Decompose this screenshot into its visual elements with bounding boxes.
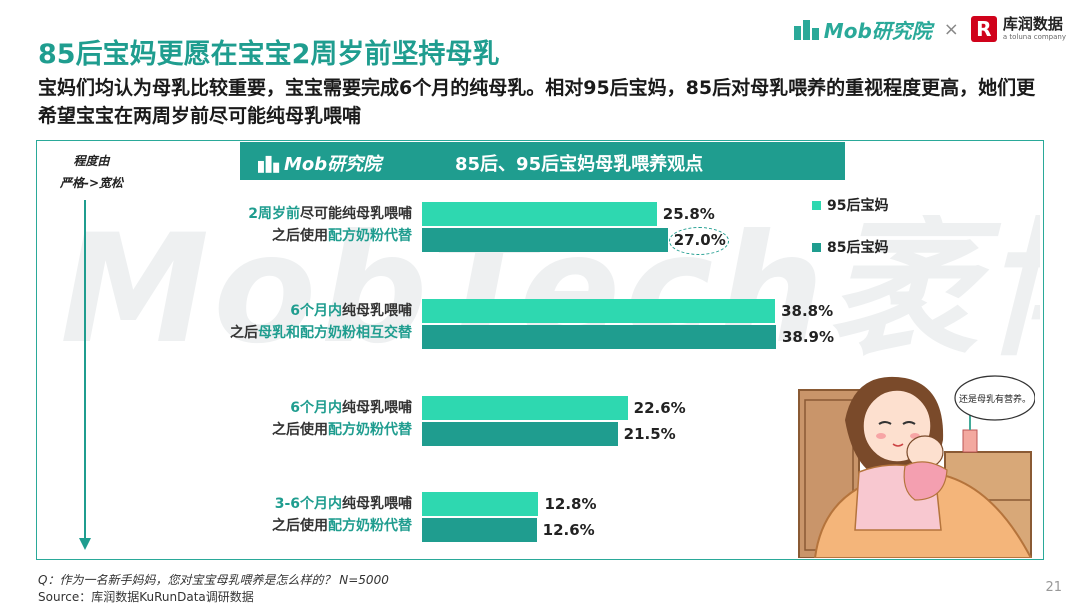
category-label-segment: 尽可能纯母乳喂哺: [300, 206, 412, 222]
category-label: 6个月内纯母乳喂哺 之后母乳和配方奶粉相互交替: [230, 300, 412, 344]
category-label-segment: 配方奶粉代替: [328, 228, 412, 244]
axis-label-line2: 严格->宽松: [60, 176, 124, 190]
header-logos: Mob研究院 × R 库润数据 a toluna company: [793, 12, 1066, 46]
mob-logo: Mob研究院: [793, 15, 932, 44]
bar-95-3: [422, 492, 539, 516]
category-label-line: 之后使用配方奶粉代替: [272, 515, 412, 537]
category-label-segment: 之后使用: [272, 228, 328, 244]
bar-95-1: [422, 299, 776, 323]
bar-value-label: 25.8%: [662, 205, 715, 223]
category-label-segment: 配方奶粉代替: [328, 422, 412, 438]
bar-95-0: [422, 202, 657, 226]
category-label-segment: 6个月内: [290, 400, 342, 416]
category-label-line: 6个月内纯母乳喂哺: [272, 397, 412, 419]
legend: 95后宝妈 85后宝妈: [812, 195, 888, 279]
category-label-line: 2周岁前尽可能纯母乳喂哺: [248, 203, 412, 225]
page-number: 21: [1045, 580, 1062, 595]
category-label-segment: 纯母乳喂哺: [342, 303, 412, 319]
page-title: 85后宝妈更愿在宝宝2周岁前坚持母乳: [38, 39, 500, 70]
bar-95-2: [422, 396, 628, 420]
bar-85-3: [422, 518, 537, 542]
axis-label-line1: 程度由: [73, 154, 110, 168]
kurun-logo: R 库润数据 a toluna company: [970, 15, 1066, 42]
legend-label-95: 95后宝妈: [827, 198, 889, 214]
category-label-line: 之后使用配方奶粉代替: [272, 419, 412, 441]
bar-value-label: 12.8%: [544, 495, 597, 513]
kurun-brand-sub: a toluna company: [1002, 33, 1066, 41]
category-label-line: 6个月内纯母乳喂哺: [230, 300, 412, 322]
bar-85-1: [422, 325, 776, 349]
category-label-line: 之后使用配方奶粉代替: [248, 225, 412, 247]
legend-label-85: 85后宝妈: [827, 240, 889, 256]
category-label: 2周岁前尽可能纯母乳喂哺 之后使用配方奶粉代替: [248, 203, 412, 247]
category-label-segment: 配方奶粉代替: [328, 518, 412, 534]
footer-question: Q：作为一名新手妈妈，您对宝宝母乳喂养是怎么样的？ N=5000: [38, 573, 389, 587]
footer-source: Source：库润数据KuRunData调研数据: [38, 590, 254, 604]
axis-label: 程度由 严格->宽松: [60, 150, 123, 194]
bar-value-label: 22.6%: [633, 399, 686, 417]
legend-item-85: 85后宝妈: [812, 237, 888, 257]
category-label-line: 之后母乳和配方奶粉相互交替: [230, 322, 412, 344]
category-label: 6个月内纯母乳喂哺 之后使用配方奶粉代替: [272, 397, 412, 441]
category-label-segment: 3-6个月内: [274, 496, 342, 512]
category-label-line: 3-6个月内纯母乳喂哺: [272, 493, 412, 515]
bar-value-label: 38.9%: [781, 328, 835, 346]
category-label-segment: 之后使用: [272, 422, 328, 438]
chart-panel-header: Mob研究院 85后、95后宝妈母乳喂养观点: [240, 142, 845, 180]
chart-title: 85后、95后宝妈母乳喂养观点: [455, 154, 704, 175]
mob-brand-text: Mob研究院: [823, 18, 932, 43]
chart-panel: [36, 140, 1044, 560]
bar-value-label: 38.8%: [781, 302, 834, 320]
category-label-segment: 之后使用: [272, 518, 328, 534]
panel-brand-text: Mob研究院: [284, 154, 382, 175]
category-label-segment: 6个月内: [290, 303, 342, 319]
speech-text: 还是母乳有营养。: [959, 393, 1031, 405]
panel-brand-icon: [258, 155, 280, 173]
category-label-segment: 母乳和配方奶粉相互交替: [258, 325, 412, 341]
highlight-ellipse: [669, 227, 729, 255]
mob-logo-icon: [793, 20, 819, 40]
bar-85-2: [422, 422, 618, 446]
panel-brand: Mob研究院: [258, 150, 381, 176]
bar-value-label: 12.6%: [542, 521, 595, 539]
legend-swatch-95: [812, 200, 821, 210]
category-label: 3-6个月内纯母乳喂哺 之后使用配方奶粉代替: [272, 493, 412, 537]
bar-value-label: 21.5%: [623, 425, 676, 443]
category-label-segment: 纯母乳喂哺: [342, 496, 412, 512]
legend-swatch-85: [812, 242, 821, 252]
separator-icon: ×: [943, 18, 959, 40]
page-subtitle: 宝妈们均认为母乳比较重要，宝宝需要完成6个月的纯母乳。相对95后宝妈，85后对母…: [38, 77, 1036, 127]
category-label-segment: 2周岁前: [248, 206, 300, 222]
kurun-logo-icon: R: [970, 16, 997, 42]
axis-arrow-head-icon: [79, 538, 91, 550]
kurun-brand-text: 库润数据: [1002, 15, 1063, 33]
legend-item-95: 95后宝妈: [812, 195, 888, 215]
category-label-segment: 之后: [230, 325, 258, 341]
mother-baby-illustration: 还是母乳有营养。: [798, 375, 1035, 558]
axis-arrow-line: [84, 200, 86, 540]
bar-85-0: [422, 228, 668, 252]
category-label-segment: 纯母乳喂哺: [342, 400, 412, 416]
